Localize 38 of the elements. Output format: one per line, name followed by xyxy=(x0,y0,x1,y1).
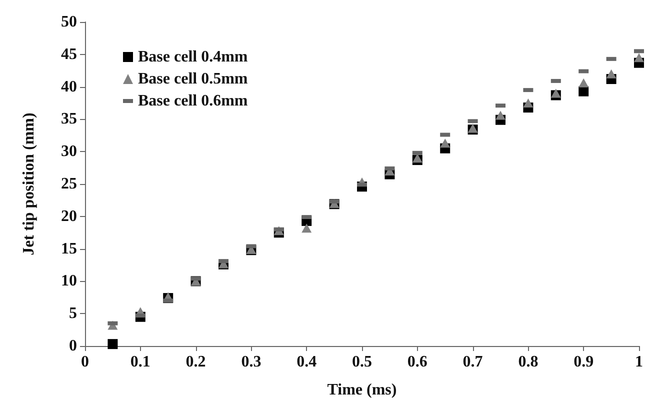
y-tick-label: 40 xyxy=(61,78,77,96)
y-tick-label: 35 xyxy=(61,110,77,128)
point xyxy=(496,110,506,120)
x-tick-label: 0.7 xyxy=(462,354,483,370)
legend-label: Base cell 0.6mm xyxy=(138,92,248,110)
y-tick-label: 15 xyxy=(61,240,77,258)
x-tick-label: 0.8 xyxy=(518,354,538,370)
point xyxy=(108,339,118,350)
legend-label: Base cell 0.4mm xyxy=(138,48,248,66)
y-axis-title: Jet tip position (mm) xyxy=(20,112,38,256)
y-tick-label: 30 xyxy=(61,143,77,160)
y-tick-label: 45 xyxy=(61,46,77,63)
point xyxy=(440,138,450,148)
x-tick-label: 0.1 xyxy=(130,354,150,370)
x-tick-label: 0.3 xyxy=(241,354,262,370)
point xyxy=(550,88,561,98)
x-tick-label: 0.5 xyxy=(352,354,372,370)
x-tick-label: 0.6 xyxy=(407,354,428,370)
x-tick-label: 0 xyxy=(81,354,89,370)
point xyxy=(578,86,589,96)
point xyxy=(606,69,616,78)
legend-label: Base cell 0.5mm xyxy=(138,70,248,88)
x-tick-label: 0.2 xyxy=(186,354,206,370)
y-tick-label: 5 xyxy=(69,305,77,322)
x-tick-label: 0.4 xyxy=(296,354,317,370)
x-axis-title: Time (ms) xyxy=(327,382,397,398)
point xyxy=(302,224,312,233)
y-tick-label: 20 xyxy=(61,208,77,225)
y-tick-label: 25 xyxy=(61,176,77,192)
y-tick-label: 10 xyxy=(61,272,77,290)
x-tick-label: 1 xyxy=(635,354,643,370)
x-tick-label: 0.9 xyxy=(574,354,594,370)
point xyxy=(412,154,422,163)
y-tick-label: 0 xyxy=(69,338,77,354)
point xyxy=(523,98,534,108)
y-tick-label: 50 xyxy=(61,14,77,30)
point xyxy=(634,53,644,62)
point xyxy=(578,78,589,88)
